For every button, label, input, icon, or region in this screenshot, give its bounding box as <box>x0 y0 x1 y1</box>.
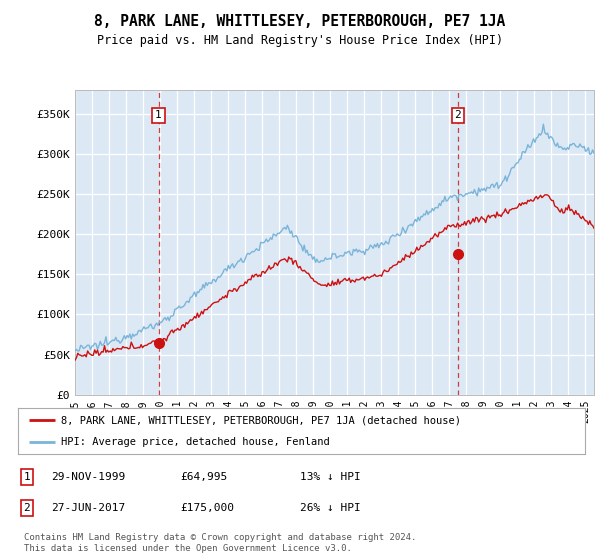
Text: 27-JUN-2017: 27-JUN-2017 <box>51 503 125 513</box>
Text: £64,995: £64,995 <box>180 472 227 482</box>
Text: 8, PARK LANE, WHITTLESEY, PETERBOROUGH, PE7 1JA (detached house): 8, PARK LANE, WHITTLESEY, PETERBOROUGH, … <box>61 415 461 425</box>
Text: 29-NOV-1999: 29-NOV-1999 <box>51 472 125 482</box>
Text: 1: 1 <box>155 110 162 120</box>
Text: 8, PARK LANE, WHITTLESEY, PETERBOROUGH, PE7 1JA: 8, PARK LANE, WHITTLESEY, PETERBOROUGH, … <box>94 14 506 29</box>
Text: 2: 2 <box>454 110 461 120</box>
Text: 2: 2 <box>23 503 31 513</box>
Text: 26% ↓ HPI: 26% ↓ HPI <box>300 503 361 513</box>
Text: £175,000: £175,000 <box>180 503 234 513</box>
Text: 1: 1 <box>23 472 31 482</box>
Text: 13% ↓ HPI: 13% ↓ HPI <box>300 472 361 482</box>
Text: HPI: Average price, detached house, Fenland: HPI: Average price, detached house, Fenl… <box>61 437 329 447</box>
Text: Price paid vs. HM Land Registry's House Price Index (HPI): Price paid vs. HM Land Registry's House … <box>97 34 503 46</box>
Text: Contains HM Land Registry data © Crown copyright and database right 2024.
This d: Contains HM Land Registry data © Crown c… <box>24 534 416 553</box>
